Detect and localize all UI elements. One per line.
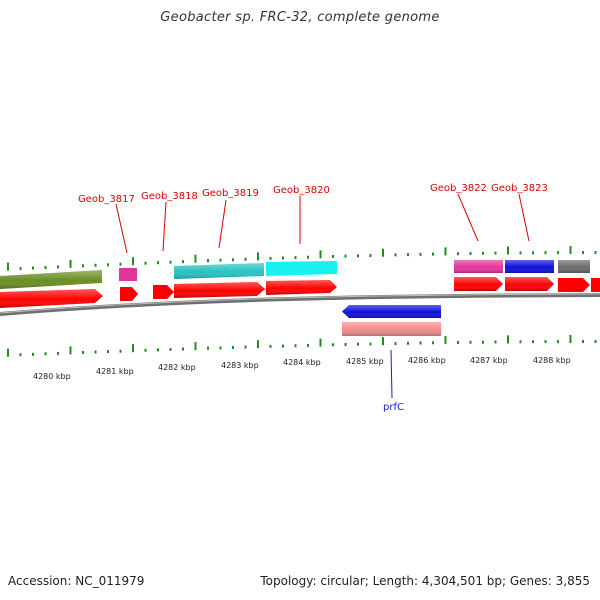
gene-labels: Geob_3817 Geob_3818 Geob_3819 Geob_3820 … [78,183,548,413]
gene-label-geob-3822[interactable]: Geob_3822 [430,183,487,194]
olive-feature-shade [0,270,102,289]
cds-arrow[interactable] [153,285,174,299]
blue-feature-shade [505,260,554,273]
kbp-label: 4286 kbp [408,356,446,365]
accession-text: Accession: NC_011979 [8,574,145,588]
cds-shading [0,277,554,308]
kbp-label: 4283 kbp [221,361,259,370]
kbp-label: 4285 kbp [346,357,384,366]
magenta-feature-shade [454,260,503,273]
kbp-label: 4281 kbp [96,367,134,376]
map-title: Geobacter sp. FRC-32, complete genome [160,10,440,25]
cds-arrow[interactable] [558,278,590,292]
genome-backbone [0,293,600,316]
cyan-feature-3820[interactable] [266,261,337,276]
gene-label-geob-3823[interactable]: Geob_3823 [491,183,548,194]
kbp-label: 4288 kbp [533,356,571,365]
teal-feature-shade [174,263,264,279]
gene-label-geob-3820[interactable]: Geob_3820 [273,185,330,196]
prfC-arrow-shade [342,305,441,318]
cds-arrow[interactable] [591,278,600,292]
gray-feature-shade [558,260,590,273]
kbp-label: 4280 kbp [33,372,71,381]
gene-label-prfc[interactable]: prfC [383,402,404,413]
gene-label-geob-3819[interactable]: Geob_3819 [202,188,259,199]
genome-summary-text: Topology: circular; Length: 4,304,501 bp… [260,574,590,588]
kbp-label: 4287 kbp [470,356,508,365]
kbp-labels: 4280 kbp 4281 kbp 4282 kbp 4283 kbp 4284… [33,356,571,381]
gene-label-geob-3818[interactable]: Geob_3818 [141,191,198,202]
magenta-feature-3817[interactable] [119,268,137,281]
outer-tick-ring [7,246,597,271]
feature-ring [0,260,590,289]
cds-arrow[interactable] [120,287,138,301]
gene-label-geob-3817[interactable]: Geob_3817 [78,194,135,205]
reverse-cds-ring [342,305,441,336]
inner-tick-ring [7,335,597,357]
leader-lines [115,193,530,399]
kbp-label: 4284 kbp [283,358,321,367]
genome-backbone-highlight [0,293,600,314]
prfC-feature-shade [342,322,441,336]
kbp-label: 4282 kbp [158,363,196,372]
